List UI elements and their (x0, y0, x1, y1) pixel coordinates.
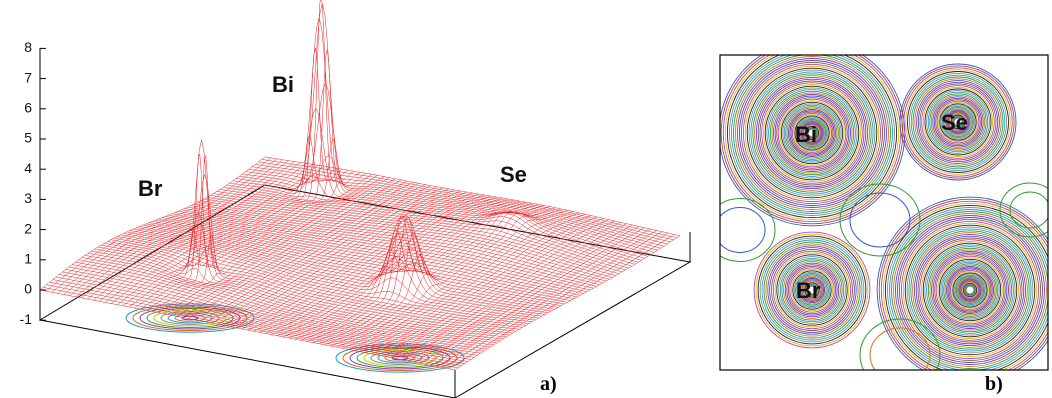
surface-mesh (40, 0, 680, 370)
tick-label: 8 (24, 39, 32, 55)
contour-line (923, 243, 1017, 337)
atom-label: Se (500, 162, 527, 187)
atom-label: Br (796, 278, 821, 303)
contour-line (715, 208, 765, 253)
contour-line (939, 259, 1000, 320)
contour-line (909, 229, 1031, 351)
contour-line (965, 285, 975, 295)
z-ticks: 8 7 6 5 4 3 2 1 0 -1 (20, 39, 46, 327)
contour-line (890, 210, 1051, 371)
tick-label: 3 (24, 190, 32, 206)
atom-label: Bi (795, 122, 817, 147)
contour-line (1010, 192, 1050, 228)
surface-grid (40, 0, 680, 370)
contour-line (918, 238, 1022, 342)
tick-label: -1 (20, 311, 33, 327)
base-contour (343, 345, 457, 370)
contour-line (925, 245, 1015, 335)
panel-label: b) (985, 373, 1003, 395)
contour-line (953, 273, 987, 307)
atom-label: Bi (272, 72, 294, 97)
tick-label: 7 (24, 69, 32, 85)
base-contour (182, 316, 198, 320)
tick-label: 6 (24, 100, 32, 116)
tick-label: 5 (24, 130, 32, 146)
tick-label: 2 (24, 220, 32, 236)
figure: 8 7 6 5 4 3 2 1 0 -1 Bi Br Se a) Bi Se Br b) (0, 0, 1052, 398)
contour-line (840, 184, 920, 256)
contour-line (901, 221, 1038, 358)
contour-line (898, 218, 1043, 363)
contour-line (907, 227, 1033, 353)
contour-line (916, 236, 1024, 344)
contour-line (850, 193, 910, 247)
tick-label: 0 (24, 281, 32, 297)
atom-label: Se (941, 110, 968, 135)
contour-line (947, 267, 994, 314)
atom-label: Br (138, 176, 163, 201)
contour-line (941, 261, 999, 319)
contour-line (966, 286, 975, 295)
contour-line (932, 252, 1009, 329)
contour-line (892, 212, 1049, 369)
base-contour (385, 355, 415, 362)
contour-map (705, 40, 1052, 391)
tick-label: 4 (24, 160, 32, 176)
contour-line (870, 328, 930, 382)
panel-label: a) (540, 373, 557, 395)
contour-line (899, 219, 1040, 360)
contour-line (933, 253, 1007, 327)
tick-label: 1 (24, 251, 32, 267)
